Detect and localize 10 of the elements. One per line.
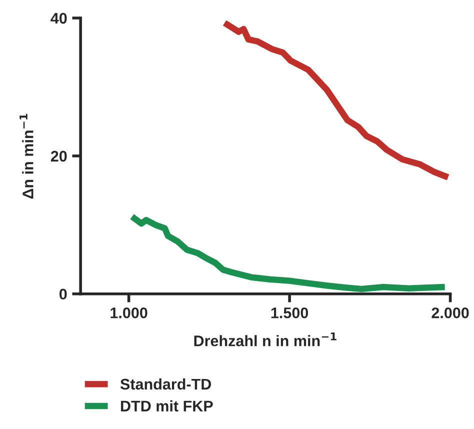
x-tick-label: 1.000 — [110, 307, 148, 318]
y-tick-label: 20 — [50, 150, 67, 162]
x-tick-label: 2.000 — [432, 307, 469, 318]
y-axis-title: Δn in min$^{−1}$ — [20, 114, 34, 199]
x-axis-title: Drehzahl n in min$^{−1}$ — [194, 332, 336, 346]
x-tick-label: 1.500 — [271, 307, 308, 318]
legend-label: DTD mit FKP — [121, 400, 213, 412]
y-tick-label: 0 — [59, 288, 67, 300]
legend-label: Standard-TD — [120, 378, 212, 390]
y-tick-label: 40 — [50, 12, 67, 24]
